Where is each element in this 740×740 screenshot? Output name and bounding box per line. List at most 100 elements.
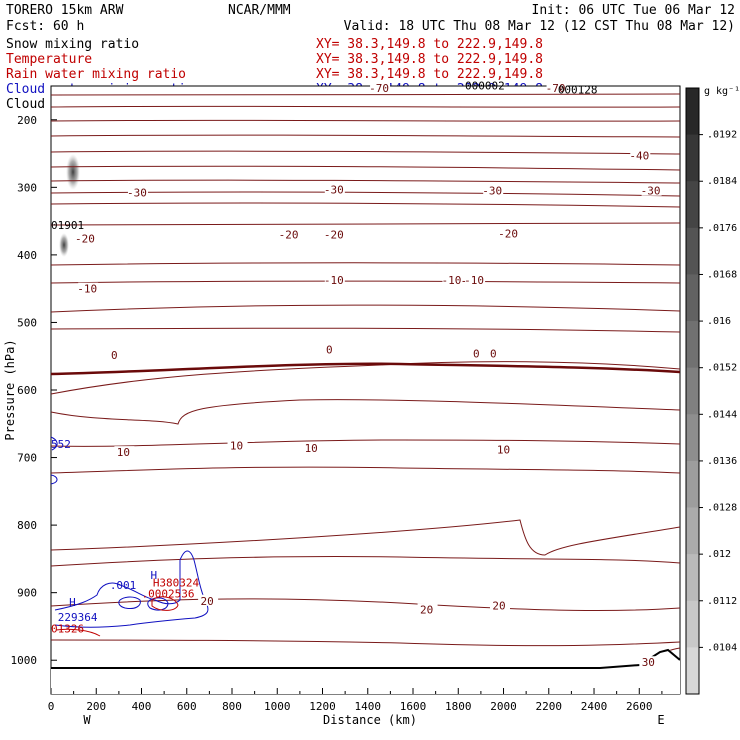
colorbar-unit: g kg⁻¹ xyxy=(704,86,740,97)
field-annotation: H xyxy=(69,596,76,609)
isotherm-line xyxy=(50,93,681,96)
x-tick-label: 400 xyxy=(132,700,152,713)
colorbar-cell xyxy=(686,647,699,695)
contour-label: -20 xyxy=(498,227,518,240)
legend-entry-xy: XY= 38.3,149.8 to 222.9,149.8 xyxy=(316,67,543,82)
contour-label-bg xyxy=(641,184,662,196)
contour-label-bg xyxy=(494,443,515,455)
colorbar-label: .0168 xyxy=(707,269,737,280)
contour-label: 20 xyxy=(420,604,433,617)
colorbar-cell xyxy=(686,554,699,602)
colorbar-cell xyxy=(686,227,699,275)
y-axis-label: Pressure (hPa) xyxy=(3,339,17,440)
y-tick-label: 900 xyxy=(17,587,37,600)
field-annotation: .001 xyxy=(110,579,136,592)
x-tick-label: 800 xyxy=(222,700,242,713)
rain-water-contour xyxy=(151,596,179,611)
x-tick-label: 1200 xyxy=(309,700,336,713)
contour-label-bg xyxy=(114,446,135,458)
isotherm-line xyxy=(50,134,681,138)
isotherm-line xyxy=(50,150,681,155)
isotherm-line xyxy=(50,280,681,284)
contour-label: -70 xyxy=(546,82,566,95)
colorbar-cell xyxy=(686,88,699,136)
contour-label-bg xyxy=(302,442,323,454)
snow-shading-lower xyxy=(59,233,69,257)
colorbar-frame xyxy=(685,87,700,695)
isotherm-line xyxy=(50,202,681,208)
contour-label-bg xyxy=(489,599,510,611)
contour-label: -20 xyxy=(279,229,299,242)
x-axis-east-label: E xyxy=(657,713,664,727)
contour-label-bg xyxy=(417,603,438,615)
legend-entry-name: Snow mixing ratio xyxy=(6,37,139,52)
x-tick-label: 0 xyxy=(48,700,55,713)
contour-label-bg xyxy=(639,656,660,668)
plot-frame xyxy=(50,85,681,695)
contour-label: 0 xyxy=(490,348,497,361)
contour-label: -30 xyxy=(127,187,147,200)
colorbar-label: .0192 xyxy=(707,130,737,141)
y-tick-label: 200 xyxy=(17,114,37,127)
contour-label: 0 xyxy=(326,343,333,356)
x-axis-label: Distance (km) xyxy=(323,713,417,727)
field-annotation: 000002 xyxy=(465,79,505,92)
forecast-hour: Fcst: 60 h xyxy=(6,19,84,34)
contour-label-bg xyxy=(78,282,99,294)
contour-label: -10 xyxy=(324,274,344,287)
isotherm-line xyxy=(50,519,681,556)
x-tick-label: 200 xyxy=(86,700,106,713)
snow-shading-upper xyxy=(66,154,80,190)
contour-label: -20 xyxy=(75,233,95,246)
x-tick-label: 2000 xyxy=(490,700,517,713)
y-tick-label: 600 xyxy=(17,384,37,397)
isotherm-line xyxy=(50,439,681,447)
x-tick-label: 1800 xyxy=(445,700,472,713)
contour-label: -10 xyxy=(442,274,462,287)
field-annotation: 229364 xyxy=(58,611,98,624)
contour-label-bg xyxy=(320,343,341,355)
colorbar-label: .0152 xyxy=(707,363,737,374)
colorbar-cell xyxy=(686,134,699,182)
contour-label: -30 xyxy=(324,183,344,196)
x-axis-ticks: 0 200 400 600 800 1000 1200 1400 1600 1800 2000 220… xyxy=(48,688,663,713)
y-tick-label: 400 xyxy=(17,249,37,262)
colorbar-cell xyxy=(686,321,699,369)
contour-label-bg xyxy=(324,273,345,285)
colorbar-label: .0128 xyxy=(707,503,737,514)
contour-label: 10 xyxy=(117,446,130,459)
contour-label-bg xyxy=(198,594,219,606)
colorbar: g kg⁻¹ .0192 .0184 .0176 .0168 .016 .0152 .014… xyxy=(685,86,740,695)
y-tick-label: 1000 xyxy=(11,654,38,667)
contour-label: 20 xyxy=(492,600,505,613)
contour-label: -70 xyxy=(369,82,389,95)
field-annotation: 000128 xyxy=(558,83,598,96)
x-tick-label: 2600 xyxy=(626,700,653,713)
valid-time: Valid: 18 UTC Thu 08 Mar 12 (12 CST Thu … xyxy=(344,19,735,34)
contour-label-bg xyxy=(467,347,488,359)
colorbar-label: .012 xyxy=(707,549,731,560)
colorbar-cell xyxy=(686,460,699,509)
y-tick-label: 500 xyxy=(17,316,37,329)
x-tick-label: 2200 xyxy=(536,700,563,713)
contour-label: 10 xyxy=(230,439,243,452)
contour-label-bg xyxy=(75,232,96,244)
contour-label-bg xyxy=(484,347,505,359)
cloud-water-contour xyxy=(50,474,58,485)
field-annotation: .0002536 xyxy=(142,587,195,600)
field-annotation: H xyxy=(151,569,158,582)
colorbar-label: .0104 xyxy=(707,642,737,653)
cloud-water-contour xyxy=(54,550,209,628)
rain-water-contours xyxy=(55,596,179,637)
rain-water-contour xyxy=(55,628,101,637)
contour-label-bg xyxy=(465,273,486,285)
colorbar-cell xyxy=(686,274,699,322)
contour-labels: -70 -70-40-30 -30 -30 -30-20 -20 -20 -20-10-10-… xyxy=(75,82,662,669)
isotherm-line xyxy=(50,165,681,171)
colorbar-cell xyxy=(686,414,699,462)
contour-label-bg xyxy=(546,82,567,94)
legend-entry-name: Temperature xyxy=(6,52,92,67)
isotherm-line xyxy=(50,179,681,184)
cloud-water-contour xyxy=(118,596,141,609)
